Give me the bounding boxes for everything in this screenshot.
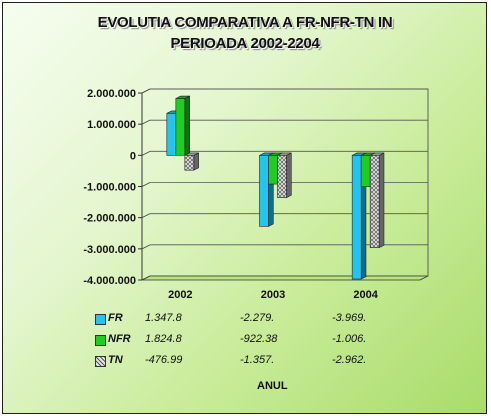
bar-tn-2004 bbox=[369, 155, 380, 248]
table-cell-fr-2004: -3.969. bbox=[332, 312, 367, 324]
y-tick-label: 2.000.000 bbox=[87, 88, 136, 100]
bar-side-tn-2003 bbox=[286, 152, 292, 199]
chart-frame bbox=[2, 2, 487, 414]
chart-title-line-2: PERIOADA 2002-2204 bbox=[170, 35, 320, 52]
y-tick-label: -4.000.000 bbox=[83, 275, 136, 287]
bar-nfr-2002 bbox=[175, 98, 186, 156]
plot-floor bbox=[141, 275, 429, 281]
bar-tn-2002 bbox=[184, 155, 195, 171]
bar-fr-2002 bbox=[166, 113, 177, 156]
bar-side-tn-2002 bbox=[193, 152, 199, 171]
bar-tn-2003 bbox=[277, 155, 287, 198]
legend-swatch-tn bbox=[95, 356, 106, 367]
grid-line-depth bbox=[141, 244, 151, 250]
y-tick-label: -2.000.000 bbox=[83, 213, 136, 225]
table-cell-nfr-2003: -922.38 bbox=[240, 333, 278, 345]
table-cell-tn-2003: -1.357. bbox=[240, 354, 275, 366]
legend-label-tn: TN bbox=[108, 354, 123, 366]
chart-title-line-1: EVOLUTIA COMPARATIVA A FR-NFR-TN IN bbox=[97, 14, 393, 31]
legend-swatch-fr bbox=[95, 314, 106, 325]
table-cell-tn-2004: -2.962. bbox=[332, 354, 367, 366]
bar-nfr-2003 bbox=[268, 155, 278, 185]
legend-label-fr: FR bbox=[108, 312, 123, 324]
bar-side-tn-2004 bbox=[378, 152, 385, 249]
y-tick-label: -1.000.000 bbox=[83, 182, 136, 194]
chart-title: EVOLUTIA COMPARATIVA A FR-NFR-TN IN PERI… bbox=[40, 12, 450, 54]
x-axis-title: ANUL bbox=[257, 380, 288, 392]
table-cell-fr-2002: 1.347.8 bbox=[145, 312, 182, 324]
table-cell-tn-2002: -476.99 bbox=[145, 354, 183, 366]
x-tick-label-2004: 2004 bbox=[353, 289, 378, 301]
grid-line-depth bbox=[141, 213, 151, 219]
x-tick-label-2002: 2002 bbox=[168, 289, 192, 301]
grid-line-depth bbox=[141, 88, 151, 94]
bar-side-nfr-2002 bbox=[184, 95, 190, 156]
y-tick-label: -3.000.000 bbox=[83, 244, 136, 256]
grid-line-depth bbox=[141, 150, 151, 156]
table-cell-nfr-2002: 1.824.8 bbox=[145, 333, 182, 345]
bar-fr-2003 bbox=[259, 155, 269, 227]
grid-line-depth bbox=[141, 119, 151, 125]
bar-nfr-2004 bbox=[360, 155, 371, 187]
legend-swatch-nfr bbox=[95, 335, 106, 346]
grid-line-depth bbox=[141, 275, 151, 281]
bar-fr-2004 bbox=[351, 155, 362, 280]
legend-label-nfr: NFR bbox=[108, 333, 131, 345]
y-tick-label: 1.000.000 bbox=[87, 119, 136, 131]
y-tick-label: 0 bbox=[130, 150, 136, 162]
x-tick-label-2003: 2003 bbox=[261, 289, 285, 301]
table-cell-nfr-2004: -1.006. bbox=[332, 333, 367, 345]
table-cell-fr-2003: -2.279. bbox=[240, 312, 275, 324]
grid-line-depth bbox=[141, 182, 151, 187]
